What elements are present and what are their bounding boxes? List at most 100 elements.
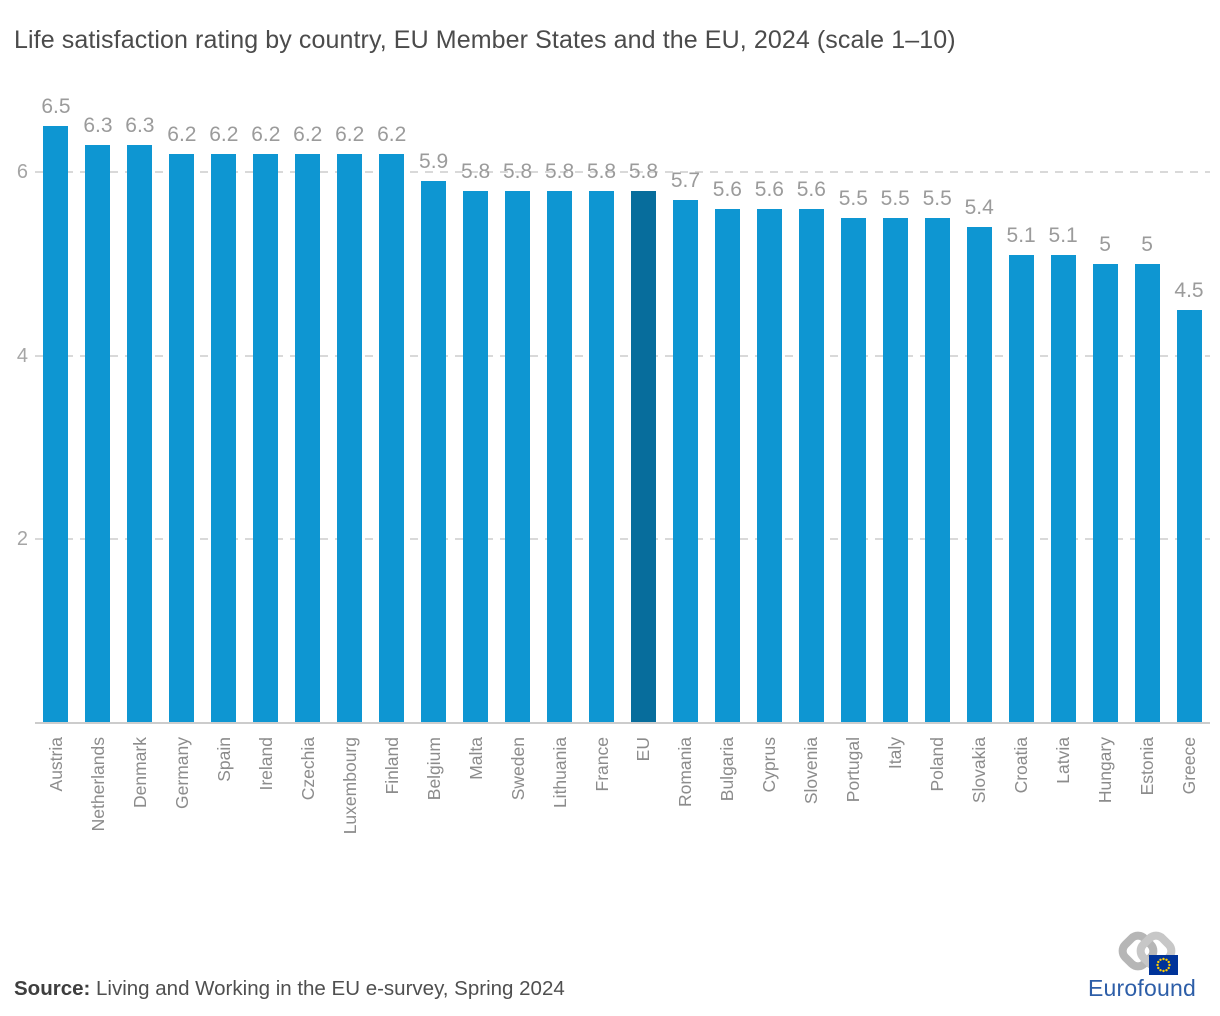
y-axis-tick-label: 4: [16, 344, 28, 367]
bar-value-label: 5: [1099, 233, 1111, 256]
bar-value-label: 5.9: [419, 150, 449, 174]
x-axis-label: Netherlands: [87, 737, 108, 832]
bar-value-label: 6.3: [83, 113, 113, 137]
bar-value-label: 5.5: [922, 187, 952, 211]
bar-finland: [379, 153, 405, 723]
bar-sweden: [505, 190, 531, 723]
x-axis-label: Hungary: [1095, 737, 1116, 804]
x-axis-label: Greece: [1179, 737, 1200, 795]
bar-value-label: 6.2: [335, 122, 365, 146]
bar-value-label: 5.5: [880, 187, 910, 211]
bar-value-label: 6.2: [293, 122, 323, 146]
bar-value-label: 5.8: [461, 159, 491, 183]
bar-value-label: 5.6: [712, 177, 742, 201]
eurofound-wordmark: Eurofound: [1088, 975, 1196, 1001]
x-axis-label: Ireland: [255, 737, 276, 791]
bar-poland: [924, 218, 950, 723]
x-axis-label: Italy: [885, 737, 906, 770]
bar-value-label: 5.6: [754, 177, 784, 201]
bar-malta: [463, 190, 489, 723]
source-note: Source: Living and Working in the EU e-s…: [14, 977, 565, 1001]
bar-value-label: 5.7: [670, 168, 701, 192]
bar-value-label: 5.1: [1048, 223, 1078, 247]
gridline-4: [35, 354, 1210, 357]
bar-italy: [882, 218, 908, 723]
bar-luxembourg: [337, 153, 363, 723]
chart-title: Life satisfaction rating by country, EU …: [14, 26, 956, 54]
x-axis-label: Spain: [213, 737, 234, 782]
gridline-6: [35, 171, 1210, 174]
source-text: Living and Working in the EU e-survey, S…: [90, 977, 565, 1000]
x-axis-label: Slovakia: [969, 737, 990, 804]
bar-eu: [630, 190, 656, 723]
bar-bulgaria: [714, 208, 740, 723]
x-axis-label: Poland: [927, 737, 948, 792]
x-axis-label: Belgium: [423, 737, 444, 801]
bar-latvia: [1050, 254, 1076, 723]
bar-france: [589, 190, 615, 723]
bar-value-label: 5: [1141, 233, 1153, 256]
x-axis-label: Romania: [675, 737, 696, 808]
x-axis-label: Denmark: [129, 737, 150, 808]
bar-germany: [169, 153, 195, 723]
bar-denmark: [127, 144, 153, 723]
gridline-2: [35, 538, 1210, 541]
x-axis-label: Slovenia: [801, 737, 822, 805]
bar-slovenia: [798, 208, 824, 723]
x-axis-label: Malta: [465, 737, 486, 780]
bar-value-label: 6.2: [209, 122, 239, 146]
y-axis-tick-label: 2: [16, 528, 28, 551]
bar-value-label: 6.2: [377, 122, 407, 146]
bar-romania: [672, 199, 698, 723]
bar-ireland: [253, 153, 279, 723]
x-axis-label: Austria: [45, 737, 66, 792]
x-axis-line: [35, 722, 1210, 724]
y-axis-tick-label: 6: [16, 161, 28, 184]
x-axis-label: Portugal: [843, 737, 864, 803]
x-axis-label: Latvia: [1053, 737, 1074, 784]
bar-value-label: 5.5: [838, 187, 868, 211]
x-axis-label: Lithuania: [549, 737, 570, 809]
bar-lithuania: [547, 190, 573, 723]
bar-value-label: 5.8: [502, 159, 533, 183]
bar-value-label: 5.6: [796, 177, 826, 201]
bar-value-label: 6.2: [251, 122, 281, 146]
bar-value-label: 5.8: [544, 159, 575, 183]
bar-czechia: [295, 153, 321, 723]
bar-value-label: 5.4: [964, 196, 994, 220]
x-axis-label: Czechia: [297, 737, 318, 801]
bar-austria: [43, 126, 69, 723]
source-label: Source:: [14, 977, 91, 1000]
bar-value-label: 6.2: [167, 122, 197, 146]
bar-value-label: 5.1: [1006, 223, 1036, 247]
bar-value-label: 5.8: [628, 159, 659, 183]
bar-greece: [1176, 309, 1202, 723]
eu-flag-icon: [1149, 955, 1178, 975]
bar-hungary: [1092, 264, 1118, 723]
x-axis-label: Germany: [171, 737, 192, 809]
x-axis-label: Estonia: [1137, 737, 1158, 796]
bar-value-label: 6.5: [41, 95, 71, 119]
x-axis-label: Cyprus: [759, 737, 780, 793]
x-axis-label: Sweden: [507, 737, 528, 801]
bar-portugal: [840, 218, 866, 723]
bar-cyprus: [756, 208, 782, 723]
bar-value-label: 4.5: [1174, 278, 1204, 302]
bar-spain: [211, 153, 237, 723]
bar-value-label: 6.3: [125, 113, 155, 137]
bar-value-label: 5.8: [586, 159, 617, 183]
bar-estonia: [1134, 264, 1160, 723]
bar-slovakia: [966, 227, 992, 723]
x-axis-label: EU: [633, 737, 654, 762]
x-axis-label: Bulgaria: [717, 737, 738, 802]
x-axis-label: Croatia: [1011, 737, 1032, 794]
bar-netherlands: [85, 144, 111, 723]
bar-croatia: [1008, 254, 1034, 723]
eurofound-logo-symbol: [1118, 931, 1178, 975]
x-axis-label: France: [591, 737, 612, 792]
x-axis-label: Luxembourg: [339, 737, 360, 835]
bar-belgium: [421, 181, 447, 723]
eurofound-logo: Eurofound: [1088, 925, 1196, 1005]
x-axis-label: Finland: [381, 737, 402, 795]
